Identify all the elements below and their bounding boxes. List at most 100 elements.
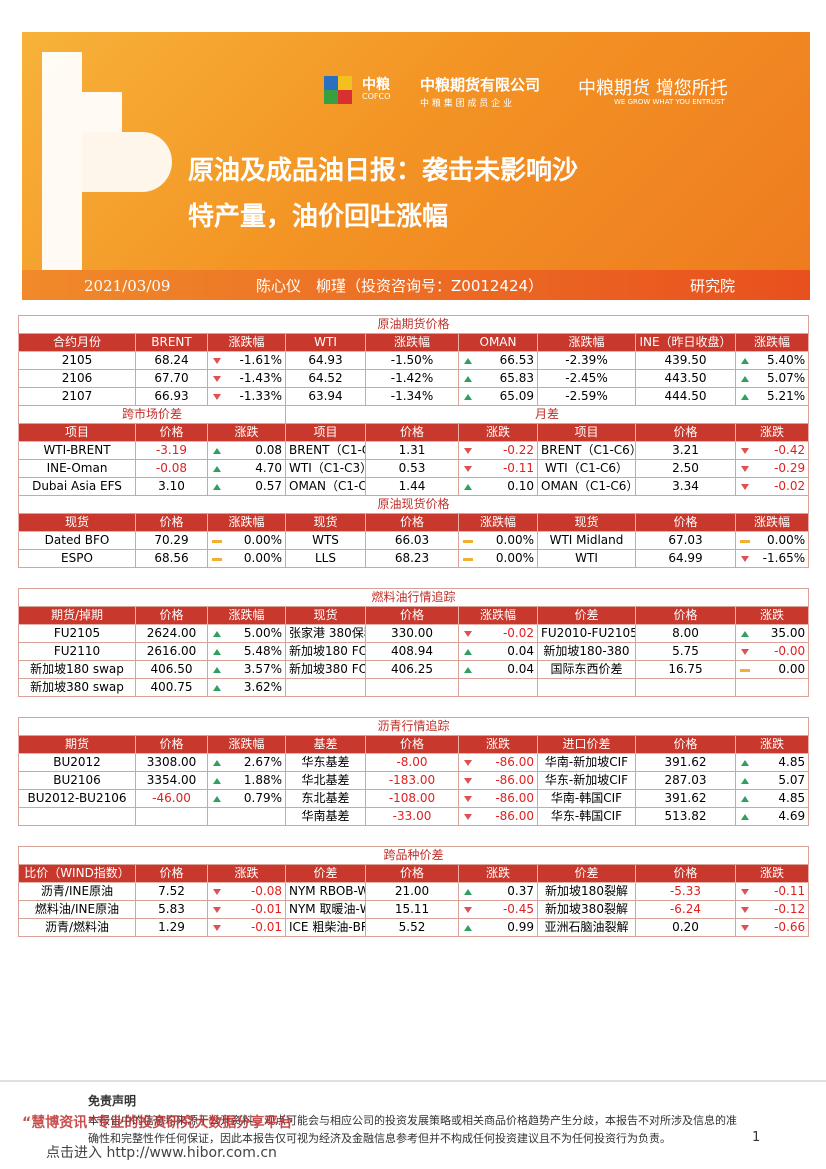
trend-icon <box>213 447 221 454</box>
data-row: 新加坡380 swap 400.75 3.62% <box>18 678 810 697</box>
cell: -0.11 <box>734 882 810 901</box>
cell: FU2105 <box>18 624 136 643</box>
trend-icon <box>464 375 472 382</box>
header-cell: 价格 <box>365 513 459 532</box>
cell: 4.85 <box>734 753 810 772</box>
cell: 8.00 <box>635 624 736 643</box>
cell: -0.11 <box>458 459 538 478</box>
header-cell: 现货 <box>285 513 366 532</box>
change-cell: 0.37 <box>462 884 534 900</box>
trend-icon <box>741 888 749 895</box>
cell: 0.04 <box>458 660 538 679</box>
cell: 国际东西价差 <box>537 660 636 679</box>
cell: FU2110 <box>18 642 136 661</box>
trend-icon <box>741 375 749 382</box>
change-cell: -86.00 <box>462 791 534 807</box>
header-cell: 价格 <box>365 864 459 883</box>
trend-icon <box>213 357 221 364</box>
trend-icon <box>741 357 749 364</box>
change-cell: 5.07% <box>739 371 805 387</box>
header-cell: 涨跌 <box>458 423 538 442</box>
slogan: WE GROW WHAT YOU ENTRUST <box>614 98 725 106</box>
header-cell: 现货 <box>537 513 636 532</box>
change-value: 3.57% <box>243 662 282 676</box>
cell: 4.70 <box>207 459 286 478</box>
cell: 2105 <box>18 351 136 370</box>
change-cell: -86.00 <box>462 809 534 825</box>
section-title: 沥青行情追踪 <box>17 717 810 736</box>
change-cell: 0.00% <box>211 533 282 549</box>
cell: ESPO <box>18 549 136 568</box>
cell: BRENT（C1-C6） <box>537 441 636 460</box>
cell: Dated BFO <box>18 531 136 550</box>
trend-icon <box>464 759 472 766</box>
change-value: -0.12 <box>774 902 806 916</box>
cell: 0.08 <box>207 441 286 460</box>
data-row: BU2106 3354.00 1.88% 华北基差 -183.00 -86.00 华东-新加… <box>18 771 810 790</box>
cell: -86.00 <box>458 753 538 772</box>
cell: -86.00 <box>458 807 538 826</box>
change-cell: 0.10 <box>462 479 534 495</box>
change-value: -0.11 <box>774 884 806 898</box>
cell: 2.50 <box>635 459 736 478</box>
section-title: 月差 <box>284 405 810 424</box>
trend-icon <box>741 924 749 931</box>
cell: 0.37 <box>458 882 538 901</box>
header-cell: 期货 <box>18 735 136 754</box>
trend-icon <box>464 357 472 364</box>
header-cell: 价格 <box>135 423 208 442</box>
change-cell: 5.07 <box>739 773 805 789</box>
trend-icon <box>213 777 221 784</box>
header-cell: BRENT <box>135 333 208 352</box>
cell: 亚洲石脑油裂解 <box>537 918 636 937</box>
trend-icon <box>741 393 749 400</box>
change-cell: 3.57% <box>211 662 282 678</box>
change-cell: 4.70 <box>211 461 282 477</box>
cell: 330.00 <box>365 624 459 643</box>
cell: 5.21% <box>734 387 810 406</box>
change-value: 5.40% <box>767 353 806 367</box>
cell: -1.42% <box>365 369 459 388</box>
change-value: 0.00% <box>495 533 534 547</box>
change-value: -0.02 <box>502 626 534 640</box>
cell: WTI（C1-C6） <box>537 459 636 478</box>
change-cell: -0.12 <box>739 902 806 918</box>
change-cell: 0.00% <box>462 551 534 567</box>
cell <box>734 678 810 697</box>
change-value: -86.00 <box>495 755 534 769</box>
logo-sub: COFCO <box>362 92 391 101</box>
section-title: 原油现货价格 <box>17 495 810 514</box>
cell: -86.00 <box>458 789 538 808</box>
change-cell: -1.65% <box>739 551 805 567</box>
cell: WTI（C1-C3） <box>285 459 366 478</box>
cell: 2624.00 <box>135 624 208 643</box>
header-cell: 价格 <box>365 423 459 442</box>
disclaimer-text: 本报告中的信息均来源于公开资料，观点可能会与相应公司的投资发展策略或相关商品价格… <box>88 1114 737 1127</box>
cell: Dubai Asia EFS <box>18 477 136 496</box>
change-value: -0.11 <box>502 461 534 475</box>
data-row: 2106 67.70 -1.43% 64.52 -1.42% 65.83 -2.45% 443… <box>18 369 810 388</box>
cell: 21.00 <box>365 882 459 901</box>
change-cell: 65.83 <box>462 371 534 387</box>
cell: 444.50 <box>635 387 736 406</box>
cell: BU2012-BU2106 <box>18 789 136 808</box>
cell: 391.62 <box>635 789 736 808</box>
cell: -1.34% <box>365 387 459 406</box>
cell: 新加坡380 FOB <box>285 660 366 679</box>
header-cell: 价格 <box>135 513 208 532</box>
change-cell: -1.61% <box>211 353 282 369</box>
cell: -0.29 <box>734 459 810 478</box>
plus-shape <box>42 52 172 300</box>
cell: -1.33% <box>207 387 286 406</box>
cell: -0.00 <box>734 642 810 661</box>
cell: WTI Midland <box>537 531 636 550</box>
cell: -0.42 <box>734 441 810 460</box>
change-value: -0.29 <box>774 461 806 475</box>
cell: -0.02 <box>734 477 810 496</box>
header-row: 期货/掉期 价格 涨跌幅 现货 价格 涨跌幅 价差 价格 涨跌 <box>18 606 810 625</box>
spacer-row <box>18 825 809 847</box>
cell: 68.23 <box>365 549 459 568</box>
change-value: -1.33% <box>239 389 282 403</box>
change-cell: 0.00 <box>739 662 805 678</box>
